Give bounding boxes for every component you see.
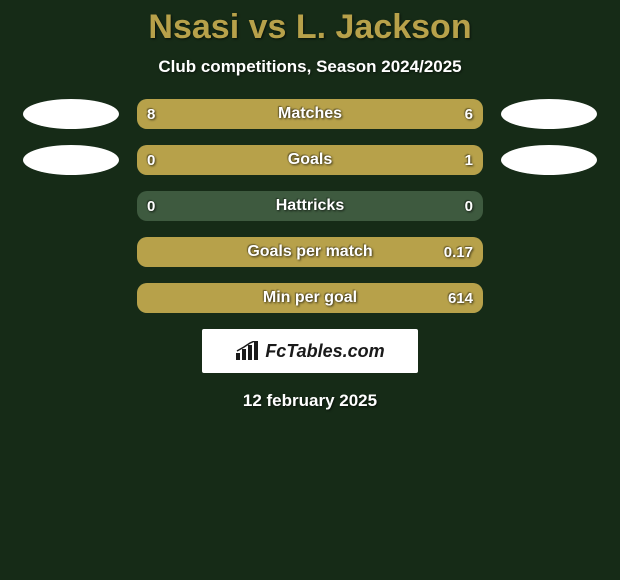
stat-row: Hattricks0 0	[0, 191, 620, 221]
stat-row: Matches8 6	[0, 99, 620, 129]
stat-bar: Goals0 1	[137, 145, 483, 175]
stat-row: Min per goal614	[0, 283, 620, 313]
stat-row: Goals per match0.17	[0, 237, 620, 267]
spacer	[501, 283, 597, 313]
stat-value-right: 614	[448, 283, 473, 313]
spacer	[23, 237, 119, 267]
stat-label: Min per goal	[137, 283, 483, 313]
chart-icon	[235, 341, 259, 361]
stat-bar: Hattricks0 0	[137, 191, 483, 221]
stat-label: Matches	[137, 99, 483, 129]
stat-row: Goals0 1	[0, 145, 620, 175]
logo-badge: FcTables.com	[202, 329, 418, 373]
stat-label: Hattricks	[137, 191, 483, 221]
stat-value-right: 0.17	[444, 237, 473, 267]
subtitle: Club competitions, Season 2024/2025	[0, 57, 620, 77]
stat-label: Goals	[137, 145, 483, 175]
player-left-badge	[23, 99, 119, 129]
logo-text: FcTables.com	[265, 341, 384, 362]
spacer	[501, 191, 597, 221]
stat-value-right: 1	[465, 145, 473, 175]
stat-value-left: 0	[147, 191, 155, 221]
spacer	[23, 283, 119, 313]
stat-value-right: 0	[465, 191, 473, 221]
stat-value-left: 0	[147, 145, 155, 175]
stats-rows: Matches86Goals01Hattricks00Goals per mat…	[0, 99, 620, 313]
comparison-card: Nsasi vs L. Jackson Club competitions, S…	[0, 0, 620, 580]
spacer	[501, 237, 597, 267]
stat-bar: Min per goal614	[137, 283, 483, 313]
stat-value-right: 6	[465, 99, 473, 129]
player-right-badge	[501, 145, 597, 175]
spacer	[23, 191, 119, 221]
stat-bar: Matches8 6	[137, 99, 483, 129]
player-right-badge	[501, 99, 597, 129]
stat-label: Goals per match	[137, 237, 483, 267]
player-left-badge	[23, 145, 119, 175]
date: 12 february 2025	[0, 391, 620, 411]
page-title: Nsasi vs L. Jackson	[0, 0, 620, 47]
stat-bar: Goals per match0.17	[137, 237, 483, 267]
stat-value-left: 8	[147, 99, 155, 129]
